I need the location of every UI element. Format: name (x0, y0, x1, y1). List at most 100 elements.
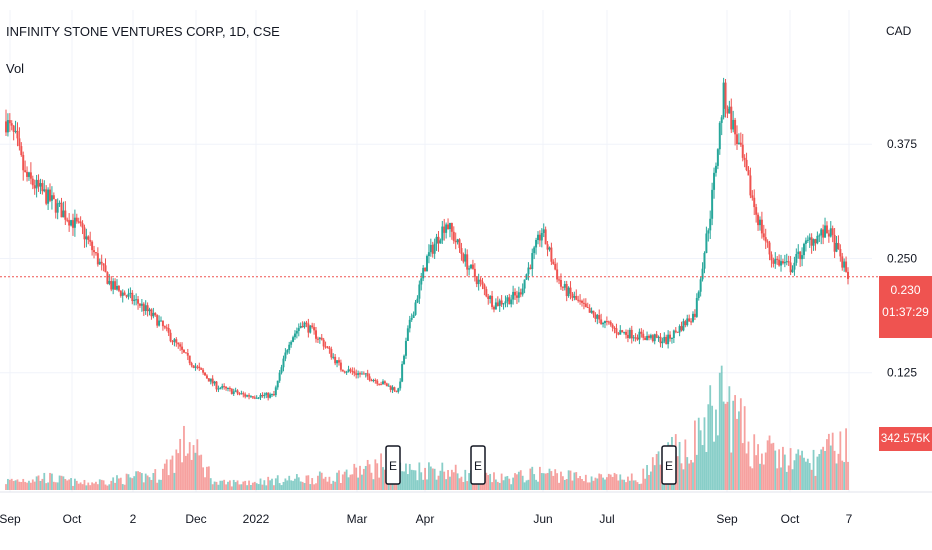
volume-bar (110, 480, 113, 490)
candle-body (841, 256, 844, 268)
volume-bar (100, 479, 103, 490)
candle-body (512, 291, 515, 300)
candle-body (429, 244, 432, 253)
volume-bar (219, 480, 222, 490)
candle-body (137, 299, 140, 304)
y-tick-label: 0.375 (887, 137, 917, 151)
volume-bar (439, 470, 442, 490)
candle-body (364, 373, 367, 375)
volume-bar (232, 479, 235, 490)
volume-bar (707, 404, 710, 490)
volume-indicator-label[interactable]: Vol (6, 61, 25, 76)
candle-body (292, 337, 295, 342)
candle-body (119, 290, 122, 296)
candle-body (781, 261, 784, 264)
candle-body (621, 330, 624, 333)
candle-body (500, 300, 503, 305)
candle-body (248, 395, 251, 397)
x-tick-label: Jul (599, 512, 614, 526)
candle-body (615, 328, 618, 334)
candle-body (810, 237, 813, 246)
candle-body (62, 210, 65, 218)
candle-body (774, 258, 777, 264)
candle-body (707, 230, 710, 234)
volume-bar (24, 481, 27, 490)
candle-body (536, 234, 539, 240)
candle-body (437, 236, 440, 244)
volume-bar (265, 485, 268, 490)
volume-bar (795, 453, 798, 490)
candle-body (768, 242, 771, 255)
volume-bar (125, 473, 128, 490)
volume-bar (649, 471, 652, 490)
volume-bar (83, 479, 86, 490)
candle-body (435, 236, 438, 244)
volume-bar (806, 458, 809, 490)
volume-bar (485, 472, 488, 490)
volume-bar (646, 465, 648, 490)
candle-body (158, 320, 161, 326)
candle-body (303, 322, 306, 328)
candle-body (757, 214, 760, 226)
candle-body (808, 237, 811, 240)
candle-body (234, 390, 237, 392)
candle-body (293, 333, 296, 338)
candle-body (261, 395, 264, 397)
candle-body (182, 349, 185, 353)
volume-bar (380, 453, 382, 490)
candle-body (835, 242, 838, 252)
volume-bar (118, 478, 120, 490)
candle-body (93, 250, 96, 253)
volume-bar (37, 475, 40, 490)
candle-body (60, 202, 63, 218)
volume-bar (39, 480, 42, 490)
candle-body (345, 371, 348, 373)
volume-bar (418, 462, 421, 490)
volume-bar (738, 411, 740, 490)
volume-bar (359, 465, 361, 490)
candle-body (383, 381, 386, 384)
volume-bar (753, 434, 756, 490)
volume-bar (839, 431, 842, 490)
candle-body (684, 321, 687, 326)
candle-body (630, 329, 633, 339)
volume-bar (657, 451, 660, 490)
volume-bar (711, 405, 714, 490)
volume-bar (797, 449, 800, 490)
candle-body (399, 381, 402, 389)
candle-body (343, 371, 346, 373)
candle-body (797, 251, 800, 255)
volume-bar (135, 471, 138, 490)
volume-bar (215, 481, 218, 490)
volume-bar (703, 417, 706, 490)
volume-bar (615, 474, 618, 490)
candle-body (50, 195, 53, 201)
volume-bar (152, 473, 155, 490)
candle-body (391, 387, 394, 390)
volume-bar (114, 482, 116, 490)
volume-bar (196, 439, 199, 490)
volume-bar (533, 474, 536, 490)
earnings-marker-label: E (474, 459, 482, 473)
volume-bar (26, 482, 28, 490)
volume-bar (93, 483, 95, 490)
candle-body (839, 249, 842, 257)
candle-body (129, 292, 132, 294)
volume-bar (410, 469, 413, 490)
candle-body (280, 367, 283, 373)
volume-bar (242, 481, 245, 490)
volume-bar (521, 475, 524, 490)
candle-body (416, 298, 419, 303)
candle-body (619, 330, 622, 335)
candle-body (181, 346, 184, 350)
volume-bar (320, 472, 323, 490)
candle-body (16, 130, 19, 139)
x-tick-label: 7 (846, 512, 853, 526)
candle-body (39, 183, 42, 187)
volume-bar (250, 484, 252, 490)
volume-bar (240, 484, 243, 490)
candle-body (448, 222, 451, 230)
candle-body (447, 224, 450, 230)
candle-body (445, 224, 448, 233)
